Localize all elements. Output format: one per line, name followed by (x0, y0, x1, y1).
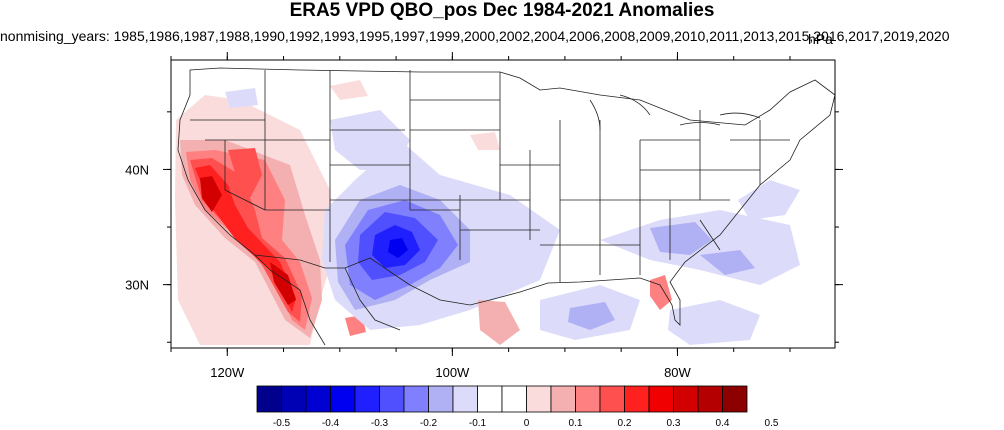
anomaly-region-texas-coast (478, 300, 520, 345)
state-lines-west (190, 70, 500, 262)
map-axes: 120W 100W 80W 40N 30N (125, 52, 843, 380)
lat-tick-label: 30N (125, 278, 149, 293)
lon-tick-label: 100W (435, 365, 470, 380)
unit-label: hPa (808, 31, 833, 47)
colorbar-tick-label: 0.2 (618, 418, 632, 429)
lon-tick-label: 80W (664, 365, 691, 380)
colorbar-tick-label: 0.1 (569, 418, 583, 429)
anomaly-region-oregon (225, 88, 258, 108)
colorbar-swatch (501, 385, 527, 413)
colorbar-tick-label: -0.1 (469, 418, 487, 429)
colorbar-tick-label: 0.4 (716, 418, 730, 429)
anomaly-region-atlantic (738, 180, 800, 220)
colorbar-swatch (281, 385, 307, 413)
anomaly-region-southeast-mid (650, 222, 755, 275)
colorbar-swatch (722, 385, 748, 413)
state-lines-east (640, 110, 790, 260)
colorbar-swatch (673, 385, 699, 413)
colorbar-swatch (697, 385, 723, 413)
chart-subtitle: nonmising_years: 1985,1986,1987,1988,199… (0, 28, 950, 44)
map-boundaries (177, 67, 835, 346)
anomaly-field (175, 80, 800, 345)
lat-tick-label: 40N (125, 162, 149, 177)
anomaly-region-north-plains (330, 110, 410, 170)
lon-tick-label: 120W (210, 365, 245, 380)
colorbar-tick-label: -0.2 (420, 418, 438, 429)
colorbar-tick-label: -0.4 (322, 418, 340, 429)
colorbar-swatch (550, 385, 576, 413)
anomaly-region-west-deep (200, 176, 296, 305)
colorbar-swatch (256, 385, 282, 413)
chart-title: ERA5 VPD QBO_pos Dec 1984-2021 Anomalies (289, 0, 715, 21)
colorbar: -0.5 -0.4 -0.3 -0.2 -0.1 0 0.1 0.2 0.3 0.4 0.5 (256, 385, 779, 429)
colorbar-swatch (452, 385, 478, 413)
colorbar-swatch (330, 385, 356, 413)
colorbar-swatch (477, 385, 503, 413)
colorbar-swatch (305, 385, 331, 413)
anomaly-region-northeast (330, 80, 500, 150)
colorbar-swatch (526, 385, 552, 413)
state-lines-central (460, 72, 641, 282)
anomaly-region-caribbean (668, 300, 760, 345)
colorbar-tick-label: -0.5 (273, 418, 291, 429)
anomaly-region-central-core (388, 238, 408, 258)
colorbar-swatch (403, 385, 429, 413)
colorbar-swatch (624, 385, 650, 413)
colorbar-swatch (379, 385, 405, 413)
colorbar-swatch (599, 385, 625, 413)
colorbar-tick-label: -0.3 (371, 418, 389, 429)
anomaly-region-west-strong (195, 165, 296, 312)
colorbar-tick-label: 0 (524, 418, 530, 429)
map-frame (170, 59, 836, 349)
colorbar-swatch (428, 385, 454, 413)
colorbar-tick-label: 0.3 (667, 418, 681, 429)
anomaly-region-florida (650, 275, 672, 310)
anomaly-region-gulf-mid (568, 302, 615, 330)
colorbar-swatch (575, 385, 601, 413)
colorbar-swatch (648, 385, 674, 413)
colorbar-swatch (354, 385, 380, 413)
great-lakes (589, 94, 761, 131)
us-outline (177, 67, 835, 326)
mexico-border (254, 254, 401, 346)
anomaly-region-nevada (228, 148, 262, 198)
colorbar-tick-label: 0.5 (765, 418, 779, 429)
